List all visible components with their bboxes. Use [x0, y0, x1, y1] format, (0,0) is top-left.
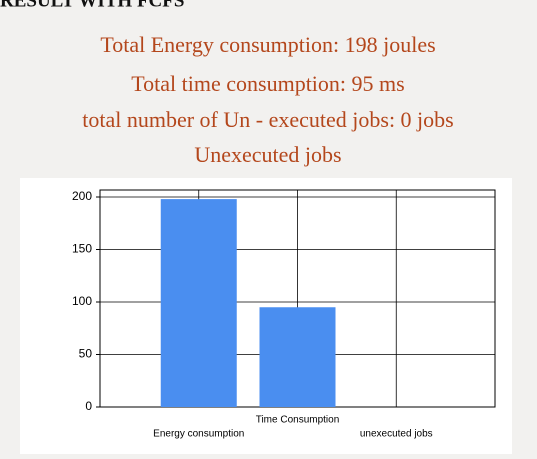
- summary-line: Total Energy consumption: 198 joules: [100, 32, 435, 57]
- summary-line: Unexecuted jobs: [194, 142, 341, 167]
- summary-line: Total time consumption: 95 ms: [131, 71, 404, 96]
- summary-line: total number of Un - executed jobs: 0 jo…: [82, 107, 453, 132]
- y-tick-label: 100: [72, 294, 92, 308]
- y-tick-label: 150: [72, 242, 92, 256]
- x-tick-label: Time Consumption: [256, 415, 340, 426]
- x-tick-label: Energy consumption: [153, 429, 244, 440]
- x-tick-label: unexecuted jobs: [360, 429, 433, 440]
- y-tick-label: 200: [72, 189, 92, 203]
- bar: [259, 307, 336, 407]
- bar: [160, 199, 237, 407]
- y-tick-label: 50: [79, 347, 93, 361]
- heading: RESULT WITH FCFS: [0, 0, 184, 11]
- y-tick-label: 0: [85, 399, 92, 413]
